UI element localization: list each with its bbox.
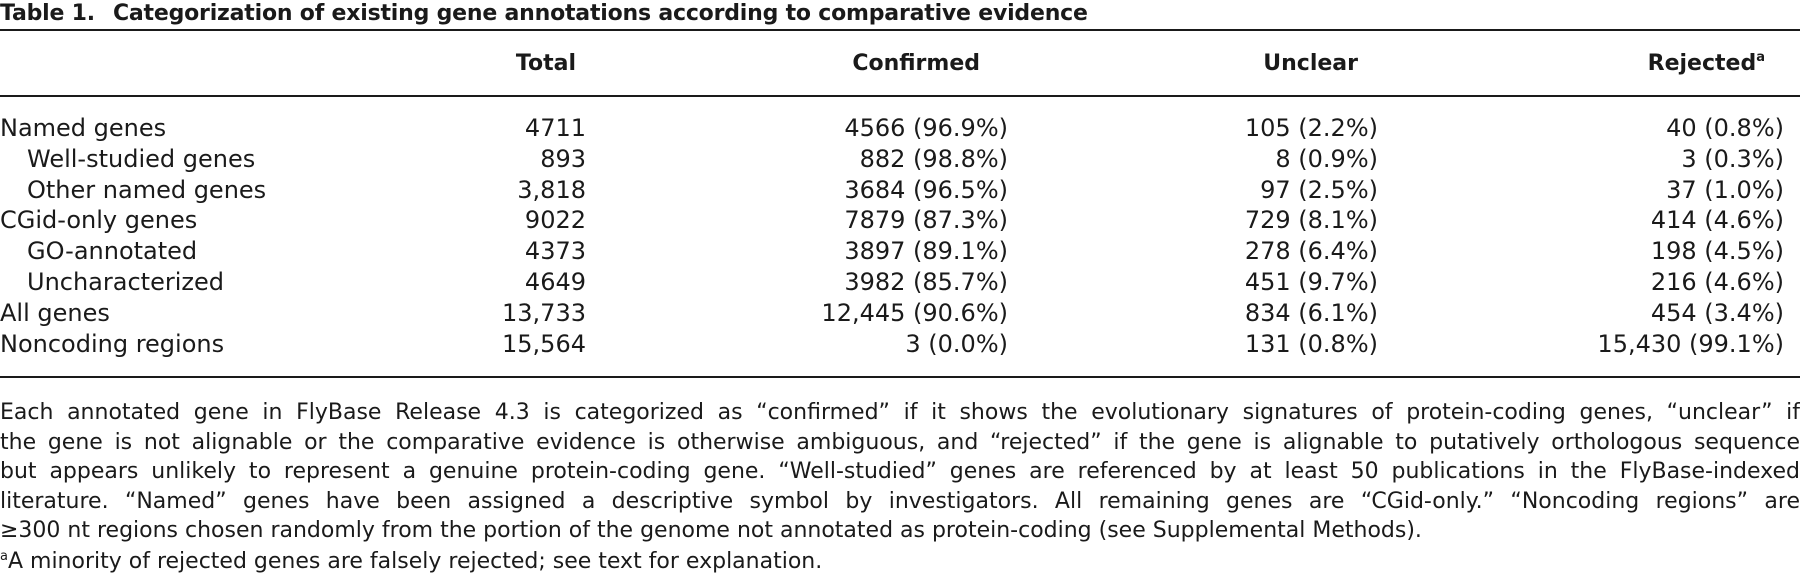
row-label: Uncharacterized	[27, 267, 224, 296]
cell-rejected: 37 (1.0%)	[1666, 175, 1784, 204]
note-line: the gene is not alignable or the compara…	[0, 429, 1800, 455]
table-row: Noncoding regions 15,564 3 (0.0%) 131 (0.8%…	[0, 329, 1800, 360]
cell-rejected: 454 (3.4%)	[1650, 298, 1784, 327]
header-confirmed: Confirmed	[852, 51, 980, 76]
footnote-mark: a	[0, 549, 8, 564]
row-label: GO-annotated	[27, 237, 198, 266]
top-rule	[0, 29, 1800, 31]
cell-total: 893	[540, 144, 586, 173]
table-row: Named genes 4711 4566 (96.9%) 105 (2.2%) 40 …	[0, 113, 1800, 144]
cell-unclear: 834 (6.1%)	[1244, 298, 1378, 327]
note-line: ≥300 nt regions chosen randomly from the…	[0, 518, 1422, 543]
cell-confirmed: 3 (0.0%)	[905, 329, 1008, 358]
header-unclear: Unclear	[1263, 51, 1358, 76]
row-label: CGid-only genes	[0, 206, 198, 235]
cell-confirmed: 3684 (96.5%)	[844, 175, 1008, 204]
cell-unclear: 729 (8.1%)	[1244, 206, 1378, 235]
table-body: Named genes 4711 4566 (96.9%) 105 (2.2%) 40 …	[0, 113, 1800, 359]
cell-total: 13,733	[502, 298, 586, 327]
cell-total: 4373	[524, 237, 586, 266]
table-label: Table 1.	[0, 1, 95, 26]
header-rejected: Rejecteda	[1600, 48, 1765, 80]
table-row: CGid-only genes 9022 7879 (87.3%) 729 (8.1%…	[0, 205, 1800, 236]
cell-rejected: 216 (4.6%)	[1650, 267, 1784, 296]
cell-confirmed: 12,445 (90.6%)	[821, 298, 1008, 327]
cell-unclear: 131 (0.8%)	[1244, 329, 1378, 358]
table-row: GO-annotated 4373 3897 (89.1%) 278 (6.4%) 19…	[0, 236, 1800, 267]
row-label: Well-studied genes	[27, 144, 256, 173]
cell-total: 15,564	[502, 329, 586, 358]
row-label: Other named genes	[27, 175, 267, 204]
cell-total: 9022	[524, 206, 586, 235]
cell-total: 4649	[524, 267, 586, 296]
row-label: All genes	[0, 298, 110, 327]
cell-confirmed: 3897 (89.1%)	[844, 237, 1008, 266]
cell-total: 3,818	[517, 175, 586, 204]
cell-rejected: 414 (4.6%)	[1650, 206, 1784, 235]
row-label: Named genes	[0, 114, 167, 142]
table-row: Uncharacterized 4649 3982 (85.7%) 451 (9.7%…	[0, 267, 1800, 298]
cell-rejected: 3 (0.3%)	[1681, 144, 1784, 173]
cell-unclear: 278 (6.4%)	[1244, 237, 1378, 266]
cell-confirmed: 3982 (85.7%)	[844, 267, 1008, 296]
cell-unclear: 8 (0.9%)	[1275, 144, 1378, 173]
cell-rejected: 198 (4.5%)	[1650, 237, 1784, 266]
table-footnote: aA minority of rejected genes are falsel…	[0, 547, 822, 576]
header-rule	[0, 95, 1800, 97]
footnote-text: A minority of rejected genes are falsely…	[7, 549, 823, 574]
row-label: Noncoding regions	[0, 329, 225, 358]
cell-total: 4711	[524, 114, 586, 142]
cell-rejected: 15,430 (99.1%)	[1597, 329, 1784, 358]
note-line: literature. “Named” genes have been assi…	[0, 488, 1800, 514]
table-row: All genes 13,733 12,445 (90.6%) 834 (6.1%) 4…	[0, 298, 1800, 329]
cell-unclear: 97 (2.5%)	[1260, 175, 1378, 204]
table-row: Well-studied genes 893 882 (98.8%) 8 (0.9%)…	[0, 144, 1800, 175]
table-title: Categorization of existing gene annotati…	[112, 1, 1088, 26]
table-note: Each annotated gene in FlyBase Release 4…	[0, 398, 1800, 546]
header-total: Total	[515, 51, 576, 76]
cell-confirmed: 4566 (96.9%)	[844, 114, 1008, 142]
table-caption: Table 1. Categorization of existing gene …	[0, 0, 1088, 28]
header-rejected-label: Rejected	[1647, 51, 1757, 76]
note-line: Each annotated gene in FlyBase Release 4…	[0, 400, 1800, 425]
table-row: Other named genes 3,818 3684 (96.5%) 97 (2.…	[0, 175, 1800, 206]
cell-rejected: 40 (0.8%)	[1666, 114, 1784, 142]
cell-unclear: 105 (2.2%)	[1244, 114, 1378, 142]
note-line: but appears unlikely to represent a genu…	[0, 459, 1800, 484]
bottom-rule	[0, 376, 1800, 378]
cell-confirmed: 7879 (87.3%)	[844, 206, 1008, 235]
header-rejected-footnote-mark: a	[1756, 50, 1765, 65]
cell-unclear: 451 (9.7%)	[1244, 267, 1378, 296]
cell-confirmed: 882 (98.8%)	[859, 144, 1008, 173]
